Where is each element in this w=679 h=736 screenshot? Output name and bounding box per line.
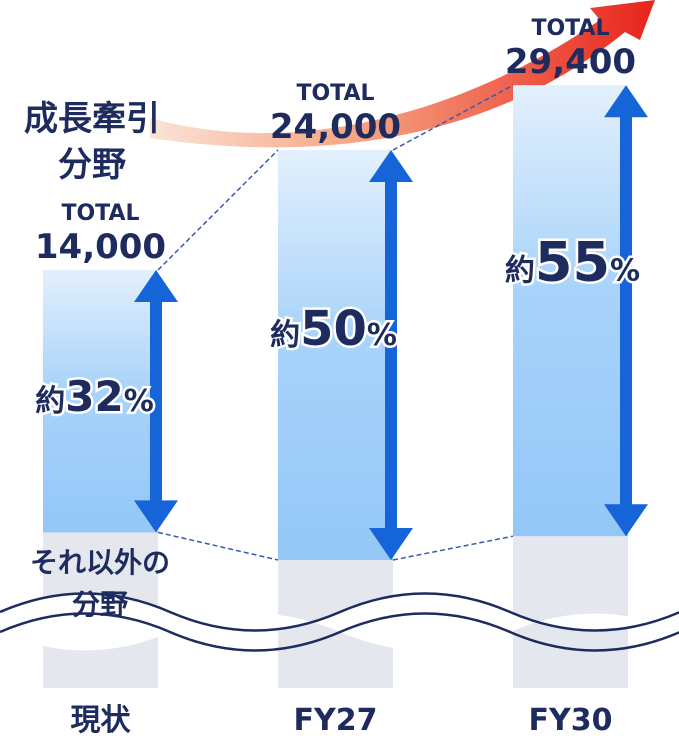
break-line — [0, 592, 679, 632]
share-arrow — [134, 270, 178, 533]
connector-top — [392, 84, 514, 151]
x-tick-label: FY27 — [294, 703, 378, 736]
share-label: 約32% — [35, 372, 154, 421]
growth-arrow — [150, 0, 655, 148]
bar — [278, 150, 393, 560]
bar — [43, 270, 158, 533]
connector-top — [157, 149, 279, 271]
share-label: 約50% — [270, 301, 397, 357]
share-arrow — [369, 150, 413, 560]
break-line — [0, 612, 679, 652]
break-band — [0, 593, 679, 651]
other-segment — [513, 536, 628, 688]
total-value: 29,400 — [505, 42, 636, 82]
other-label: 分野 — [72, 588, 128, 621]
growth-label: 成長牽引 — [24, 99, 160, 139]
growth-label: 分野 — [58, 145, 126, 185]
x-tick-label: 現状 — [71, 703, 132, 736]
x-tick-label: FY30 — [529, 703, 613, 736]
share-label: 約55% — [505, 231, 640, 294]
share-arrow — [604, 85, 648, 537]
total-value: 24,000 — [270, 107, 401, 147]
total-caption: TOTAL — [531, 16, 609, 41]
total-caption: TOTAL — [296, 81, 374, 106]
connector-bottom — [157, 531, 279, 561]
total-caption: TOTAL — [61, 201, 139, 226]
total-value: 14,000 — [35, 227, 166, 267]
bar — [513, 85, 628, 537]
other-label: それ以外の — [30, 546, 170, 579]
connector-bottom — [392, 535, 514, 561]
